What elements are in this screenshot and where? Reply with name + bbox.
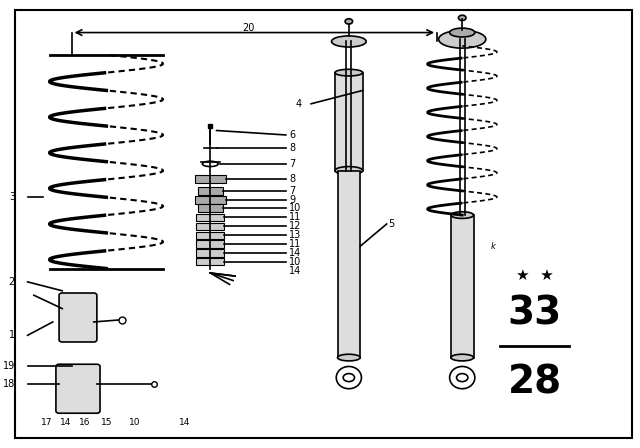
Text: 28: 28 xyxy=(508,363,562,401)
Bar xyxy=(196,214,224,221)
Text: ★  ★: ★ ★ xyxy=(516,268,554,283)
Bar xyxy=(196,258,224,265)
Ellipse shape xyxy=(335,167,363,175)
Text: 5: 5 xyxy=(388,219,394,229)
Ellipse shape xyxy=(451,212,474,219)
Text: 3: 3 xyxy=(9,192,15,202)
Text: 2: 2 xyxy=(9,277,15,287)
Text: 4: 4 xyxy=(296,99,301,109)
FancyBboxPatch shape xyxy=(56,364,100,413)
Bar xyxy=(198,187,223,194)
Text: 7: 7 xyxy=(289,159,295,169)
Text: 9: 9 xyxy=(289,194,295,205)
Text: 11: 11 xyxy=(289,239,301,249)
Ellipse shape xyxy=(337,354,360,361)
Ellipse shape xyxy=(458,15,466,21)
Ellipse shape xyxy=(450,28,475,37)
Bar xyxy=(335,73,363,171)
Text: 13: 13 xyxy=(289,230,301,240)
Ellipse shape xyxy=(451,354,474,361)
Ellipse shape xyxy=(332,36,366,47)
Text: 14: 14 xyxy=(289,266,301,276)
Text: 10: 10 xyxy=(289,257,301,267)
Ellipse shape xyxy=(438,30,486,48)
Text: 14: 14 xyxy=(60,418,71,426)
Bar xyxy=(196,232,224,239)
Bar xyxy=(195,176,226,184)
Text: 17: 17 xyxy=(41,418,52,426)
Text: 8: 8 xyxy=(289,174,295,185)
Text: 15: 15 xyxy=(100,418,112,426)
Text: 10: 10 xyxy=(289,203,301,213)
Text: 20: 20 xyxy=(242,23,254,33)
Text: 8: 8 xyxy=(289,143,295,153)
Text: 6: 6 xyxy=(289,130,295,140)
Bar xyxy=(337,171,360,358)
Text: 10: 10 xyxy=(129,418,140,426)
Text: 7: 7 xyxy=(289,185,295,196)
Bar xyxy=(196,250,224,257)
Bar xyxy=(198,204,223,212)
FancyBboxPatch shape xyxy=(59,293,97,342)
Text: 19: 19 xyxy=(3,362,15,371)
Text: 18: 18 xyxy=(3,379,15,389)
Text: 14: 14 xyxy=(179,418,191,426)
Text: 11: 11 xyxy=(289,212,301,222)
Text: 1: 1 xyxy=(9,330,15,340)
Bar xyxy=(451,215,474,358)
Text: 16: 16 xyxy=(79,418,90,426)
Bar xyxy=(195,195,226,203)
Text: 14: 14 xyxy=(289,248,301,258)
Ellipse shape xyxy=(345,19,353,24)
Text: 33: 33 xyxy=(508,294,562,332)
Ellipse shape xyxy=(335,69,363,76)
Bar xyxy=(196,223,224,230)
Bar xyxy=(196,241,224,248)
Text: k: k xyxy=(491,242,495,251)
Text: 12: 12 xyxy=(289,221,301,231)
